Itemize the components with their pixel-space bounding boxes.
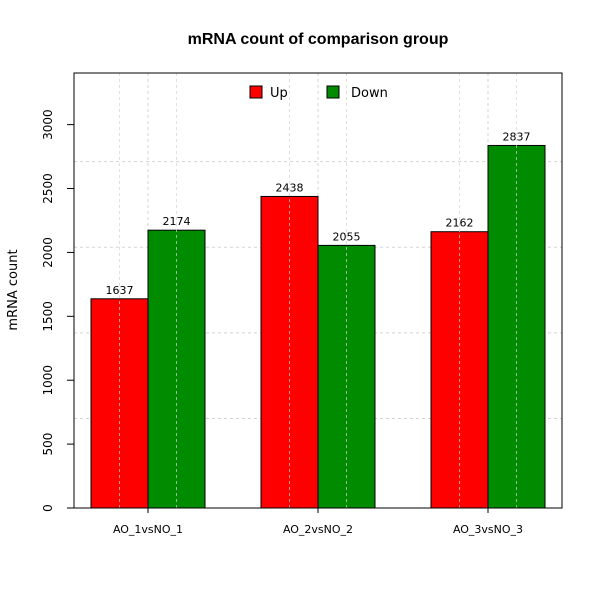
value-label: 1637 bbox=[106, 284, 134, 297]
legend-swatch-down bbox=[326, 85, 340, 99]
value-labels: 1637 2174 2438 2055 2162 2837 bbox=[106, 130, 531, 296]
legend: Up Down bbox=[249, 85, 388, 101]
y-tick-label: 0 bbox=[41, 504, 55, 512]
value-label: 2162 bbox=[446, 217, 474, 230]
legend-label-up: Up bbox=[270, 86, 288, 101]
y-tick-label: 2500 bbox=[41, 173, 55, 204]
bars bbox=[90, 73, 546, 509]
x-tick-label: AO_2vsNO_2 bbox=[283, 523, 353, 536]
legend-swatch-up bbox=[249, 85, 263, 99]
legend-label-down: Down bbox=[351, 86, 388, 101]
y-axis-title: mRNA count bbox=[6, 249, 21, 330]
y-tick-label: 2000 bbox=[41, 237, 55, 268]
y-tick-label: 1500 bbox=[41, 301, 55, 332]
x-tick-label: AO_1vsNO_1 bbox=[113, 523, 183, 536]
plot-frame bbox=[73, 72, 563, 509]
x-axis: AO_1vsNO_1 AO_2vsNO_2 AO_3vsNO_3 bbox=[113, 508, 523, 536]
value-label: 2174 bbox=[163, 215, 191, 228]
value-label: 2055 bbox=[333, 230, 361, 243]
y-tick-label: 3000 bbox=[41, 109, 55, 140]
x-tick-label: AO_3vsNO_3 bbox=[453, 523, 523, 536]
y-axis: 0 500 1000 1500 2000 2500 3000 bbox=[41, 109, 74, 512]
value-label: 2837 bbox=[503, 130, 531, 143]
y-tick-label: 1000 bbox=[41, 365, 55, 396]
y-tick-label: 500 bbox=[41, 433, 55, 456]
chart-title: mRNA count of comparison group bbox=[188, 31, 449, 48]
value-label: 2438 bbox=[276, 181, 304, 194]
